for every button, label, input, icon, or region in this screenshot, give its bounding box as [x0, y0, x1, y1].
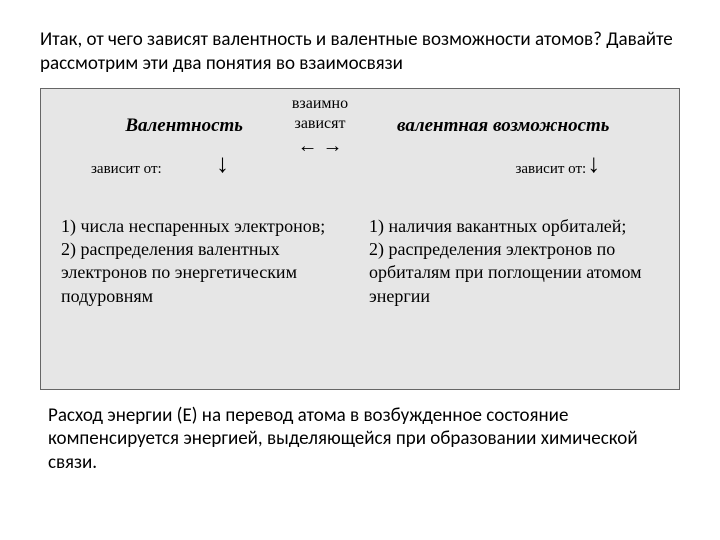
right-list-item-2: 2) распределения электронов по орбиталям…: [369, 238, 653, 308]
lists-row: 1) числа неспаренных электронов; 2) расп…: [61, 215, 659, 309]
down-arrows-row: зависит от: ↓ зависит от: ↓: [61, 153, 659, 193]
center-block: взаимно зависят ← →: [265, 96, 375, 156]
right-list: 1) наличия вакантных орбиталей; 2) распр…: [363, 215, 659, 309]
center-label-2: зависят: [265, 116, 375, 132]
down-arrow-icon: ↓: [587, 151, 600, 177]
center-label-1: взаимно: [265, 96, 375, 112]
left-col-arrow: зависит от: ↓: [61, 153, 360, 193]
concepts-row: Валентность взаимно зависят ← → валентна…: [61, 101, 659, 151]
left-list: 1) числа неспаренных электронов; 2) расп…: [61, 215, 363, 309]
depend-left-label: зависит от:: [91, 161, 162, 178]
right-concept: валентная возможность: [389, 115, 649, 137]
diagram-container: Валентность взаимно зависят ← → валентна…: [40, 88, 680, 390]
right-col-arrow: зависит от: ↓: [360, 153, 659, 193]
left-list-item-2: 2) распределения валентных электронов по…: [61, 238, 345, 308]
right-list-item-1: 1) наличия вакантных орбиталей;: [369, 215, 653, 238]
outro-paragraph: Расход энергии (Е) на перевод атома в во…: [40, 404, 680, 475]
intro-paragraph: Итак, от чего зависят валентность и вале…: [40, 28, 680, 76]
depend-right-label: зависит от:: [515, 161, 586, 178]
left-list-item-1: 1) числа неспаренных электронов;: [61, 215, 345, 238]
down-arrow-icon: ↓: [216, 151, 229, 177]
left-concept: Валентность: [71, 115, 251, 137]
